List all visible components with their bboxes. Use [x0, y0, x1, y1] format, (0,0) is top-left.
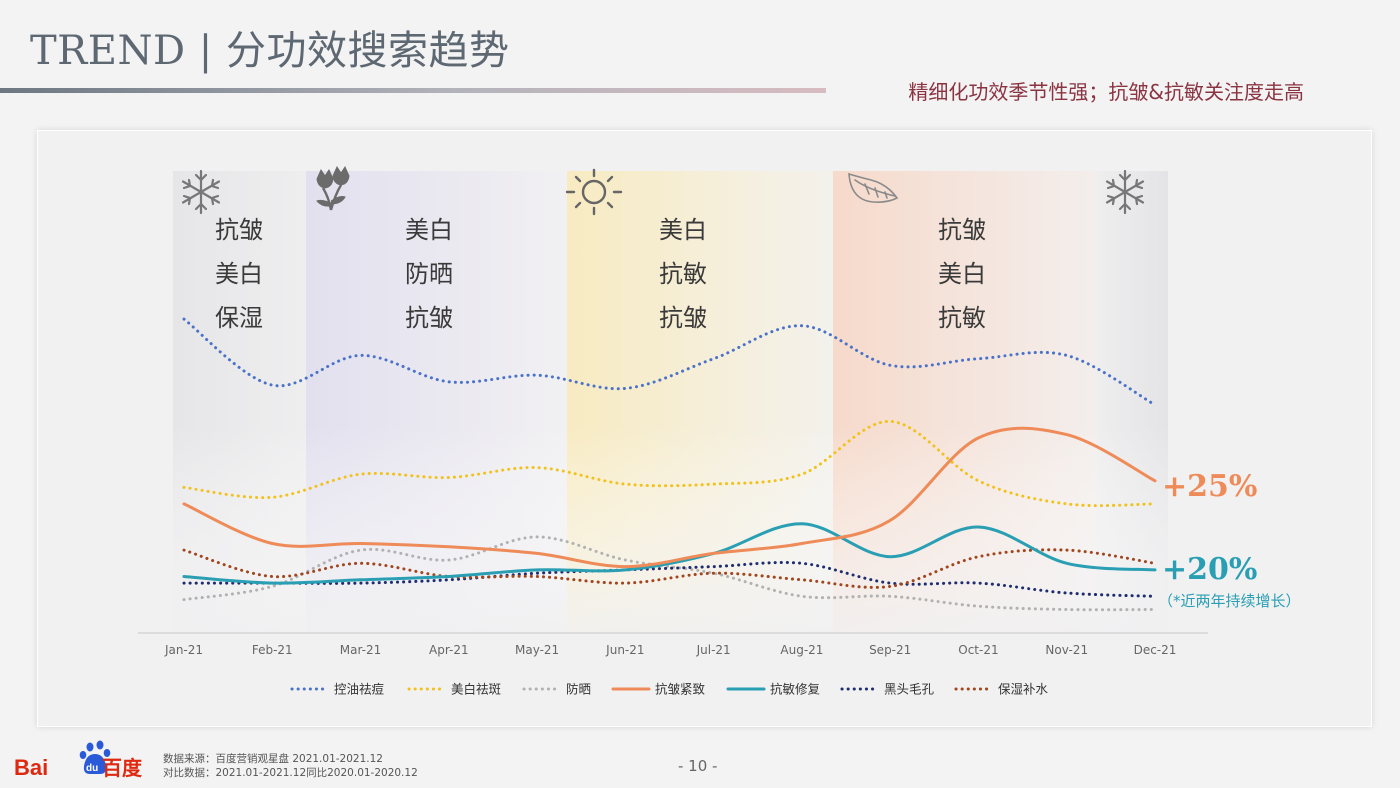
season-word: 抗皱	[215, 216, 263, 244]
x-tick-label: Jan-21	[164, 643, 203, 657]
flower-icon	[316, 165, 350, 211]
x-tick-label: Feb-21	[252, 643, 293, 657]
season-word: 抗敏	[938, 304, 986, 332]
sun-icon	[565, 168, 623, 216]
series-lines	[182, 317, 1157, 612]
season-word: 保湿	[215, 304, 263, 332]
season-word: 美白	[215, 260, 263, 288]
x-tick-label: Jul-21	[696, 643, 731, 657]
svg-text:du: du	[86, 763, 98, 774]
legend-label: 保湿补水	[998, 682, 1049, 697]
trend-line-chart: 抗皱 美白 保湿 美白 防晒 抗皱 美白 抗敏 抗皱 抗皱 美白 抗敏 Jan-…	[138, 165, 1301, 697]
chart-card: 抗皱 美白 保湿 美白 防晒 抗皱 美白 抗敏 抗皱 抗皱 美白 抗敏 Jan-…	[37, 130, 1372, 727]
series-line-3	[182, 426, 1157, 569]
legend-label: 抗敏修复	[770, 682, 821, 697]
svg-text:百度: 百度	[102, 756, 143, 780]
season-bands	[173, 171, 1168, 633]
callout-anti-wrinkle-growth: +25%	[1162, 469, 1257, 504]
data-source-note: 数据来源：百度营销观星盘 2021.01-2021.12 对比数据：2021.0…	[163, 752, 418, 780]
season-word: 美白	[659, 216, 707, 244]
leaf-icon	[848, 172, 899, 203]
snowflake-icon	[181, 169, 221, 215]
baidu-logo: Bai du 百度	[14, 740, 143, 780]
season-keywords: 抗皱 美白 保湿 美白 防晒 抗皱 美白 抗敏 抗皱 抗皱 美白 抗敏	[215, 216, 986, 332]
season-word: 抗皱	[659, 304, 707, 332]
season-word: 防晒	[405, 260, 453, 288]
x-tick-label: May-21	[515, 643, 559, 657]
series-line-4	[182, 522, 1157, 585]
x-tick-label: Mar-21	[340, 643, 381, 657]
title-divider	[0, 88, 826, 93]
legend-label: 黑头毛孔	[884, 682, 935, 697]
x-tick-label: Dec-21	[1134, 643, 1177, 657]
x-tick-label: Nov-21	[1045, 643, 1088, 657]
series-line-5	[182, 560, 1157, 598]
callout-anti-allergy-growth: +20%	[1162, 552, 1257, 587]
source-line: 数据来源：百度营销观星盘 2021.01-2021.12	[163, 753, 383, 765]
season-word: 抗皱	[938, 216, 986, 244]
legend-label: 控油祛痘	[334, 682, 385, 697]
page-subtitle: 精细化功效季节性强；抗皱&抗敏关注度走高	[908, 80, 1304, 104]
legend-label: 抗皱紧致	[655, 682, 706, 697]
svg-text:Bai: Bai	[14, 755, 48, 780]
x-tick-label: Aug-21	[780, 643, 823, 657]
callout-anti-allergy-note: （*近两年持续增长）	[1158, 592, 1301, 610]
series-line-2	[182, 535, 1157, 612]
chart-legend: 控油祛痘 美白祛斑 防晒 抗皱紧致 抗敏修复 黑头毛孔 保湿补水	[290, 682, 1049, 697]
band-fade	[173, 171, 1168, 633]
x-tick-label: Jun-21	[605, 643, 644, 657]
x-tick-label: Apr-21	[429, 643, 469, 657]
series-line-1	[182, 419, 1157, 508]
page-title: TREND | 分功效搜索趋势	[30, 28, 510, 74]
series-line-6	[182, 548, 1157, 589]
season-word: 美白	[405, 216, 453, 244]
legend-label: 防晒	[566, 682, 591, 697]
legend-label: 美白祛斑	[451, 682, 501, 697]
snowflake-icon	[1105, 169, 1145, 215]
page-number: - 10 -	[678, 757, 718, 775]
x-tick-label: Sep-21	[869, 643, 911, 657]
season-word: 抗皱	[405, 304, 453, 332]
x-axis-ticks: Jan-21 Feb-21 Mar-21 Apr-21 May-21 Jun-21 Jul-…	[164, 643, 1176, 657]
compare-line: 对比数据：2021.01-2021.12同比2020.01-2020.12	[163, 767, 418, 779]
season-word: 抗敏	[659, 260, 707, 288]
x-tick-label: Oct-21	[958, 643, 998, 657]
season-word: 美白	[938, 260, 986, 288]
